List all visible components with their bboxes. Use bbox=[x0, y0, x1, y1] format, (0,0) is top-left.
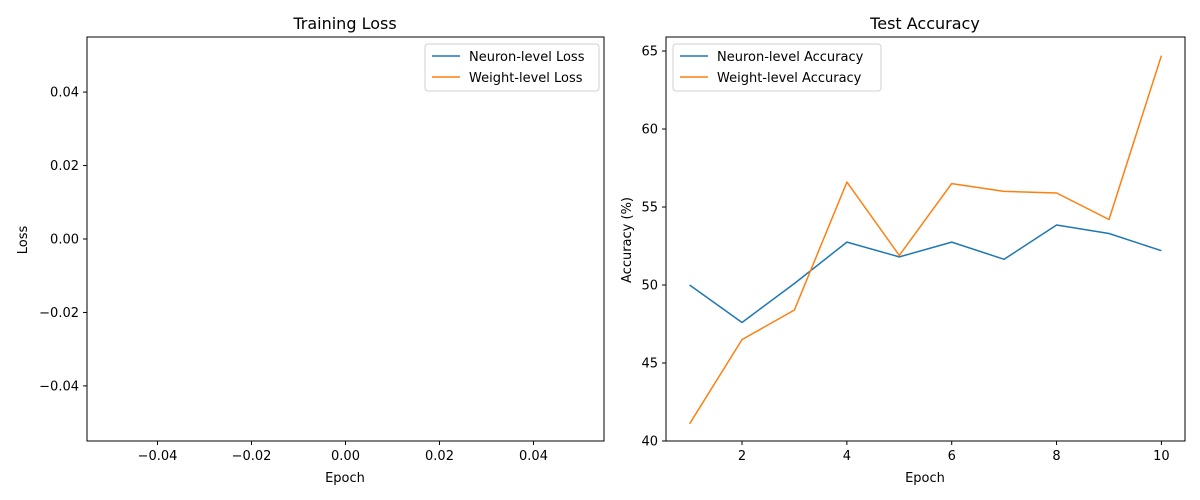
ticks-layer: 2 4 6 8 10 40 45 50 55 60 65 bbox=[641, 45, 1169, 464]
x-tick-label: 4 bbox=[843, 449, 851, 464]
y-tick-label: −0.02 bbox=[39, 306, 79, 321]
x-tick-label: 10 bbox=[1153, 449, 1170, 464]
y-axis-label: Accuracy (%) bbox=[620, 197, 635, 283]
legend-label-weight: Weight-level Accuracy bbox=[717, 71, 862, 86]
x-tick-label: −0.04 bbox=[138, 449, 178, 464]
ticks-layer: −0.04 −0.02 0.00 0.02 0.04 −0.04 −0.02 0.00 0.02… bbox=[39, 86, 548, 464]
series-line-0 bbox=[689, 224, 1162, 324]
x-axis-label: Epoch bbox=[905, 471, 945, 486]
x-tick-label: 0.04 bbox=[519, 449, 548, 464]
chart-title: Training Loss bbox=[292, 14, 396, 33]
y-tick-label: 60 bbox=[641, 123, 658, 138]
training-loss-chart: Training Loss Epoch Loss −0.04 −0.02 0.00 0… bbox=[16, 14, 605, 486]
x-tick-label: 0.02 bbox=[425, 449, 454, 464]
y-tick-label: 0.02 bbox=[50, 159, 79, 174]
y-tick-label: 55 bbox=[641, 201, 658, 216]
y-tick-label: 0.04 bbox=[50, 86, 79, 101]
x-axis-label: Epoch bbox=[325, 471, 365, 486]
x-tick-label: 2 bbox=[738, 449, 746, 464]
series-line-1 bbox=[688, 55, 1163, 425]
x-tick-label: 0.00 bbox=[331, 449, 360, 464]
chart-title: Test Accuracy bbox=[869, 14, 980, 33]
plot-frame bbox=[86, 36, 605, 442]
lines-layer bbox=[688, 55, 1163, 425]
y-tick-label: 50 bbox=[641, 279, 658, 294]
y-axis-label: Loss bbox=[16, 226, 31, 255]
legend: Neuron-level Accuracy Weight-level Accur… bbox=[672, 43, 882, 92]
y-tick-label: 45 bbox=[641, 357, 658, 372]
x-tick-label: 8 bbox=[1052, 449, 1060, 464]
y-tick-label: 40 bbox=[641, 435, 658, 450]
test-accuracy-chart: Test Accuracy Epoch Accuracy (%) 2 4 6 8 10 4… bbox=[620, 14, 1186, 486]
legend-box bbox=[672, 43, 882, 92]
legend-box bbox=[424, 43, 600, 92]
y-tick-label: −0.04 bbox=[39, 379, 79, 394]
plot-frame bbox=[665, 36, 1186, 442]
y-tick-label: 0.00 bbox=[50, 233, 79, 248]
x-tick-label: 6 bbox=[948, 449, 956, 464]
legend-label-neuron: Neuron-level Loss bbox=[469, 50, 585, 65]
legend-label-weight: Weight-level Loss bbox=[469, 71, 583, 86]
x-tick-label: −0.02 bbox=[232, 449, 272, 464]
legend-label-neuron: Neuron-level Accuracy bbox=[717, 50, 864, 65]
legend: Neuron-level Loss Weight-level Loss bbox=[424, 43, 600, 92]
y-tick-label: 65 bbox=[641, 45, 658, 60]
